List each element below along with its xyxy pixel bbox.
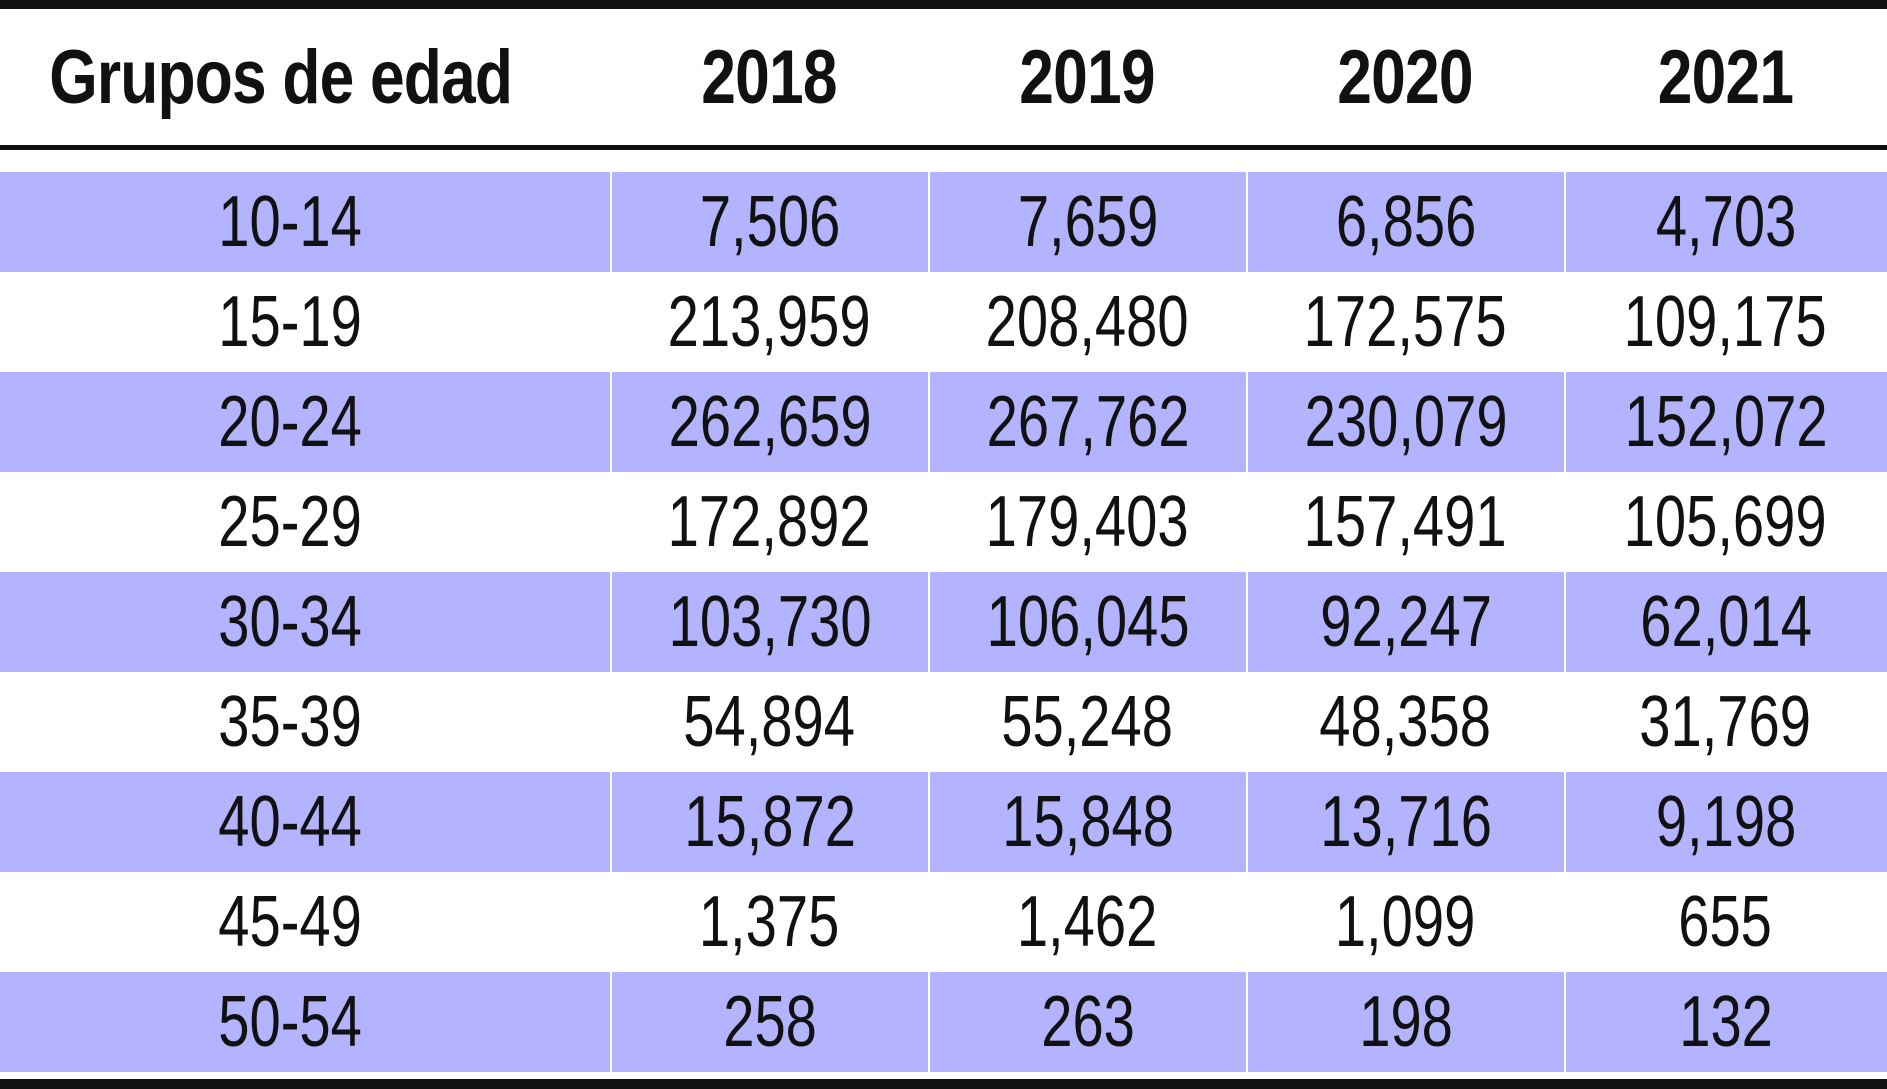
value-cell-2019: 267,762 xyxy=(928,372,1246,472)
value-cell-2021: 105,699 xyxy=(1623,482,1827,562)
value-cell-2020: 157,491 xyxy=(1303,482,1507,562)
value-cell-2018: 7,506 xyxy=(610,172,928,272)
top-rule xyxy=(0,0,1887,9)
value-cell-2020: 198 xyxy=(1246,972,1564,1072)
age-group-cell: 45-49 xyxy=(218,882,362,962)
age-group-cell: 10-14 xyxy=(0,172,610,272)
table-row: 20-24 262,659 267,762 230,079 152,072 xyxy=(0,372,1887,472)
value-cell-2020: 6,856 xyxy=(1246,172,1564,272)
table-row: 10-14 7,506 7,659 6,856 4,703 xyxy=(0,172,1887,272)
value-cell-2020: 48,358 xyxy=(1319,682,1491,762)
value-cell-2020: 13,716 xyxy=(1246,772,1564,872)
header-year-2021: 2021 xyxy=(1657,34,1794,120)
value-cell-2021: 655 xyxy=(1678,882,1773,962)
table-row: 45-49 1,375 1,462 1,099 655 xyxy=(0,872,1887,972)
value-cell-2018: 213,959 xyxy=(667,282,871,362)
value-cell-2021: 9,198 xyxy=(1564,772,1887,872)
value-cell-2018: 15,872 xyxy=(610,772,928,872)
value-cell-2021: 62,014 xyxy=(1564,572,1887,672)
value-cell-2018: 262,659 xyxy=(610,372,928,472)
table-row: 35-39 54,894 55,248 48,358 31,769 xyxy=(0,672,1887,772)
header-year-2018: 2018 xyxy=(701,34,837,120)
header-year-2019: 2019 xyxy=(1019,34,1155,120)
value-cell-2019: 208,480 xyxy=(985,282,1189,362)
value-cell-2021: 31,769 xyxy=(1639,682,1812,762)
age-group-cell: 40-44 xyxy=(0,772,610,872)
value-cell-2019: 1,462 xyxy=(1016,882,1158,962)
table-header-row: Grupos de edad 2018 2019 2020 2021 xyxy=(0,9,1887,145)
bottom-rule xyxy=(0,1079,1887,1089)
age-group-cell: 20-24 xyxy=(0,372,610,472)
value-cell-2018: 54,894 xyxy=(683,682,855,762)
age-group-cell: 50-54 xyxy=(0,972,610,1072)
value-cell-2021: 132 xyxy=(1564,972,1887,1072)
value-cell-2019: 15,848 xyxy=(928,772,1246,872)
table-row: 15-19 213,959 208,480 172,575 109,175 xyxy=(0,272,1887,372)
value-cell-2019: 263 xyxy=(928,972,1246,1072)
table-row: 50-54 258 263 198 132 xyxy=(0,972,1887,1072)
age-group-cell: 35-39 xyxy=(218,682,362,762)
age-group-cell: 25-29 xyxy=(218,482,362,562)
value-cell-2019: 179,403 xyxy=(985,482,1189,562)
value-cell-2019: 7,659 xyxy=(928,172,1246,272)
header-rule xyxy=(0,145,1887,150)
value-cell-2019: 55,248 xyxy=(1001,682,1173,762)
table-row: 30-34 103,730 106,045 92,247 62,014 xyxy=(0,572,1887,672)
header-year-2020: 2020 xyxy=(1337,34,1473,120)
value-cell-2021: 109,175 xyxy=(1623,282,1827,362)
table-body: 10-14 7,506 7,659 6,856 4,703 15-19 213,… xyxy=(0,172,1887,1072)
value-cell-2020: 230,079 xyxy=(1246,372,1564,472)
value-cell-2020: 92,247 xyxy=(1246,572,1564,672)
value-cell-2020: 1,099 xyxy=(1334,882,1476,962)
value-cell-2018: 258 xyxy=(610,972,928,1072)
value-cell-2020: 172,575 xyxy=(1303,282,1507,362)
value-cell-2019: 106,045 xyxy=(928,572,1246,672)
table-row: 40-44 15,872 15,848 13,716 9,198 xyxy=(0,772,1887,872)
table-row: 25-29 172,892 179,403 157,491 105,699 xyxy=(0,472,1887,572)
value-cell-2018: 103,730 xyxy=(610,572,928,672)
value-cell-2021: 4,703 xyxy=(1564,172,1887,272)
value-cell-2021: 152,072 xyxy=(1564,372,1887,472)
value-cell-2018: 1,375 xyxy=(698,882,840,962)
age-group-cell: 15-19 xyxy=(218,282,362,362)
header-age-group: Grupos de edad xyxy=(49,34,513,120)
value-cell-2018: 172,892 xyxy=(667,482,871,562)
age-group-cell: 30-34 xyxy=(0,572,610,672)
